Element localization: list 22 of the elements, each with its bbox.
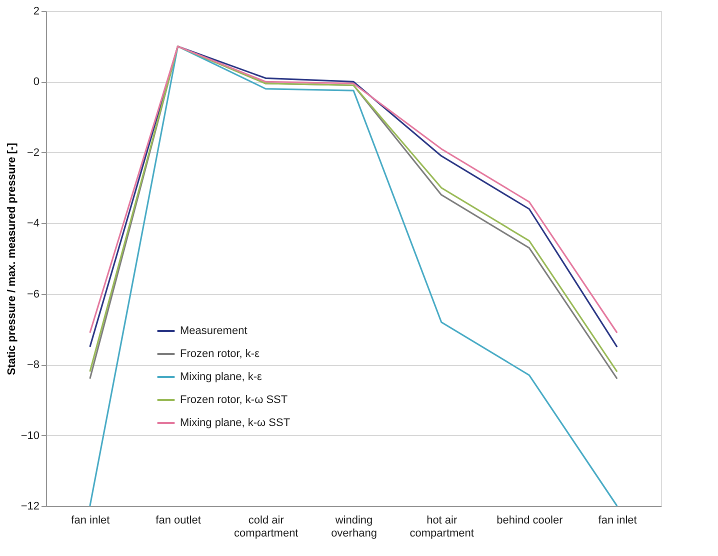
line-series	[89, 46, 618, 507]
y-tick-label: −12	[20, 500, 40, 512]
x-tick-label: behind cooler	[496, 514, 564, 526]
y-tick-label: −10	[20, 430, 40, 442]
x-tick-label: hot air compartment	[410, 514, 474, 540]
y-tick-label: 0	[33, 76, 40, 88]
y-axis-title: Static pressure / max. measured pressure [-]	[6, 142, 18, 376]
x-tick-label: fan inlet	[598, 514, 637, 526]
legend-label: Measurement	[180, 325, 248, 337]
x-tick-label: fan outlet	[156, 514, 201, 526]
x-tick-label: fan inlet	[71, 514, 110, 526]
legend-label: Mixing plane, k-ω SST	[180, 417, 290, 429]
x-tick-label: cold air compartment	[234, 514, 298, 540]
x-tick-label: winding overhang	[331, 514, 377, 540]
y-tick-label: −8	[26, 359, 40, 372]
legend-label: Mixing plane, k-ε	[180, 371, 262, 383]
y-tick-label: 2	[33, 6, 40, 18]
legend-label: Frozen rotor, k-ε	[180, 348, 260, 360]
y-tick-label: −6	[26, 288, 40, 300]
legend-label: Frozen rotor, k-ω SST	[180, 394, 288, 406]
y-tick-label: −4	[26, 218, 40, 230]
y-tick-label: −2	[26, 146, 40, 159]
